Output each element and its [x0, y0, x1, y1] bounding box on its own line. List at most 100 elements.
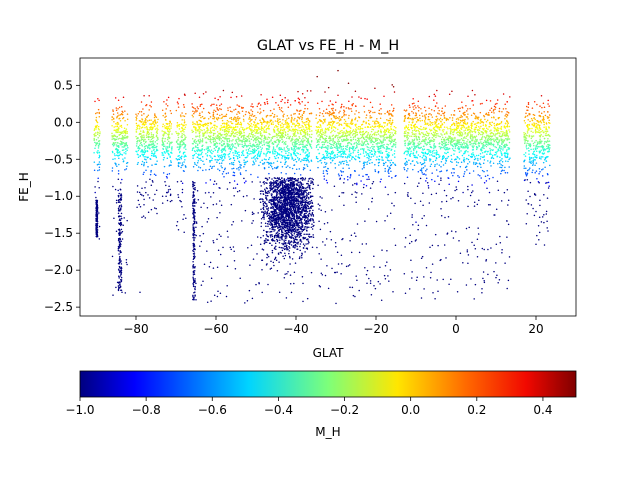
data-point [322, 110, 325, 112]
data-point [466, 110, 468, 112]
data-point [246, 160, 249, 163]
data-point [304, 152, 306, 154]
data-point [369, 158, 372, 161]
data-point [356, 131, 358, 134]
data-point [491, 121, 493, 123]
data-point [237, 145, 240, 147]
data-point [293, 147, 296, 150]
data-point [362, 152, 365, 154]
data-point [204, 123, 206, 125]
data-point [216, 113, 219, 115]
data-point [200, 152, 203, 155]
data-point [343, 135, 345, 138]
data-point [338, 112, 340, 114]
data-point [365, 114, 368, 116]
data-point [429, 154, 431, 156]
data-point [143, 121, 145, 123]
data-point [436, 118, 439, 120]
data-point [250, 114, 253, 117]
data-point [144, 158, 146, 160]
data-point [218, 135, 221, 138]
data-point [385, 133, 387, 136]
data-point [318, 252, 320, 255]
data-point [257, 127, 260, 129]
data-point [380, 136, 382, 138]
data-point [307, 119, 310, 121]
data-point [246, 156, 248, 159]
data-point [298, 124, 301, 126]
data-point [198, 140, 200, 142]
data-point [249, 135, 252, 138]
data-point [349, 146, 351, 149]
data-point [394, 144, 397, 146]
data-point [273, 129, 276, 131]
data-point [324, 146, 327, 149]
data-point [219, 212, 221, 214]
data-point [386, 165, 389, 167]
data-point [210, 300, 212, 302]
data-point [472, 152, 474, 154]
data-point [115, 123, 117, 125]
data-point [316, 75, 318, 78]
data-point [135, 117, 138, 120]
data-point [221, 113, 223, 116]
data-point [320, 272, 323, 274]
data-point [258, 154, 261, 157]
data-point [265, 124, 267, 127]
data-point [268, 124, 270, 126]
data-point [359, 153, 362, 155]
data-point [162, 125, 164, 128]
data-point [195, 226, 197, 229]
data-point [219, 156, 222, 158]
data-point [287, 123, 289, 125]
data-point [208, 149, 210, 151]
data-point [504, 115, 506, 117]
data-point [423, 148, 426, 151]
data-point [304, 157, 307, 159]
data-point [317, 126, 320, 128]
data-point [280, 154, 283, 156]
data-point [334, 109, 337, 111]
data-point [342, 170, 345, 173]
data-point [315, 145, 318, 147]
data-point [457, 174, 459, 177]
data-point [389, 122, 391, 124]
data-point [144, 126, 146, 129]
data-point [394, 244, 397, 246]
data-point [358, 143, 360, 146]
data-point [233, 127, 236, 129]
data-point [183, 161, 185, 163]
data-point [247, 247, 249, 249]
data-point [218, 137, 221, 140]
data-point [349, 160, 351, 162]
data-point [212, 241, 215, 244]
data-point [136, 127, 138, 129]
data-point [269, 109, 272, 112]
data-point [147, 211, 150, 213]
data-point [321, 145, 323, 148]
data-point [122, 146, 125, 148]
data-point [198, 96, 201, 99]
data-point [177, 124, 180, 126]
data-point [236, 190, 239, 193]
data-point [345, 265, 348, 268]
data-point [291, 148, 293, 151]
data-point [207, 124, 209, 127]
data-point [112, 145, 115, 147]
data-point [317, 135, 319, 137]
data-point [368, 123, 371, 126]
data-point [463, 136, 466, 138]
data-point [150, 152, 153, 155]
data-point [265, 121, 267, 123]
data-point [500, 151, 502, 153]
data-point [395, 130, 397, 133]
data-point [430, 124, 432, 127]
data-point [226, 119, 229, 122]
data-point [429, 150, 432, 152]
data-point [197, 135, 199, 138]
data-point [227, 131, 230, 134]
data-point [231, 146, 234, 148]
data-point [409, 155, 411, 157]
data-point [504, 117, 506, 120]
data-point [346, 146, 348, 148]
